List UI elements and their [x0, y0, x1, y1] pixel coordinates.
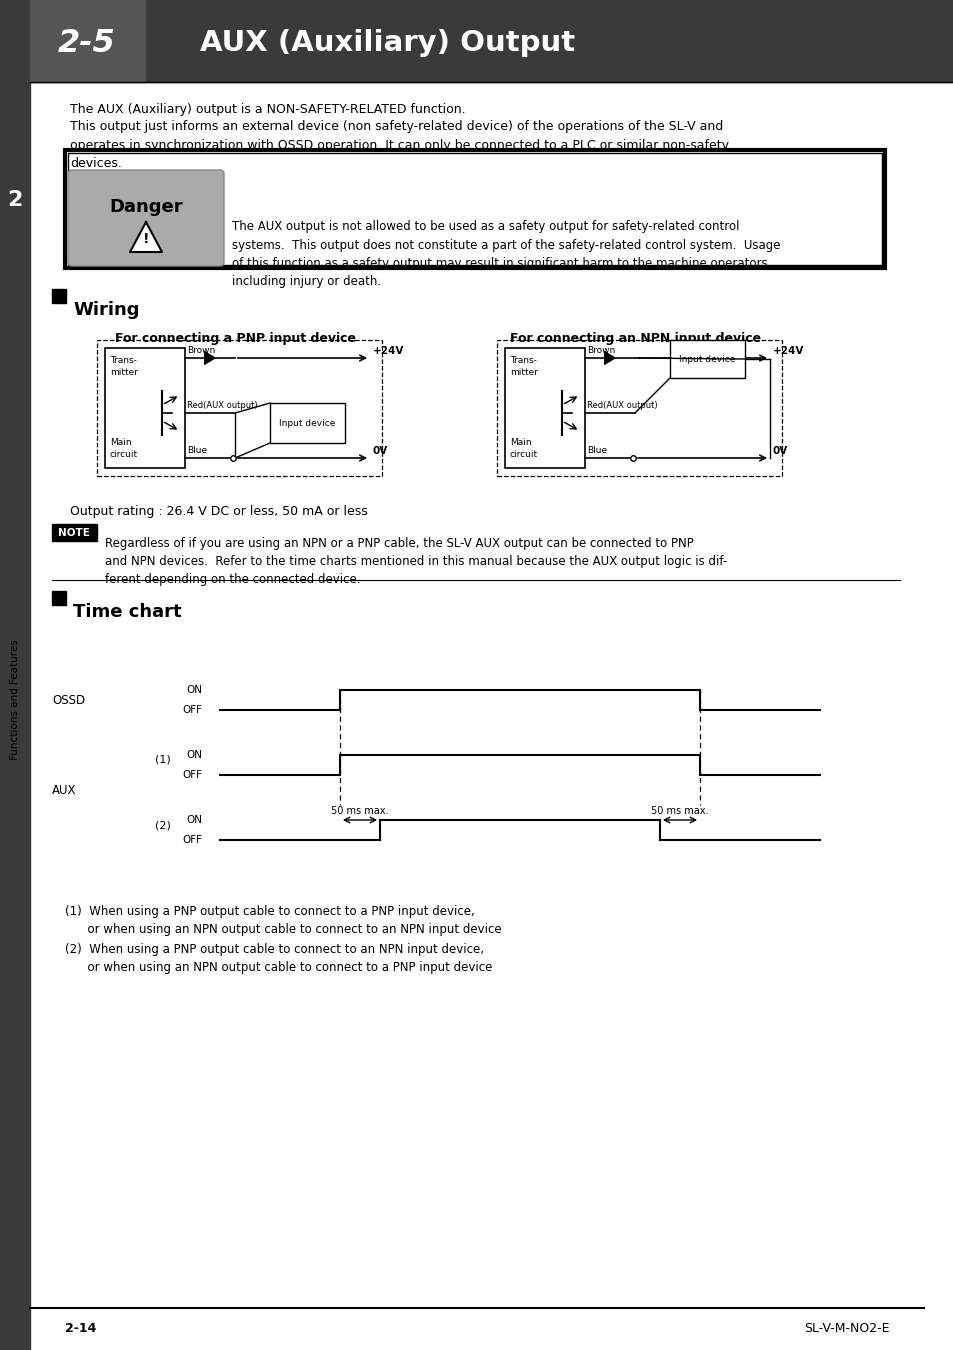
Text: OFF: OFF — [182, 705, 202, 716]
Text: Trans-: Trans- — [510, 356, 537, 365]
Text: Regardless of if you are using an NPN or a PNP cable, the SL-V AUX output can be: Regardless of if you are using an NPN or… — [105, 537, 726, 586]
FancyBboxPatch shape — [68, 170, 224, 266]
Text: Red(AUX output): Red(AUX output) — [187, 401, 257, 410]
Text: 50 ms max.: 50 ms max. — [331, 806, 388, 815]
Text: OSSD: OSSD — [52, 694, 85, 706]
Text: 2-14: 2-14 — [65, 1322, 96, 1335]
Text: or when using an NPN output cable to connect to an NPN input device: or when using an NPN output cable to con… — [65, 923, 501, 936]
Bar — [0, 0, 30, 1350]
Text: 0V: 0V — [373, 446, 388, 456]
Text: ON: ON — [186, 815, 202, 825]
Bar — [52, 591, 66, 605]
Text: 2-5: 2-5 — [58, 27, 115, 58]
Text: SL-V-M-NO2-E: SL-V-M-NO2-E — [803, 1322, 889, 1335]
Polygon shape — [604, 352, 615, 365]
Bar — [52, 524, 97, 541]
Text: 2: 2 — [8, 190, 23, 211]
Text: (1): (1) — [154, 755, 171, 765]
Text: Trans-: Trans- — [110, 356, 136, 365]
Text: Brown: Brown — [187, 346, 215, 355]
Bar — [497, 340, 781, 477]
Bar — [97, 340, 381, 477]
Text: Blue: Blue — [586, 446, 606, 455]
Text: (1)  When using a PNP output cable to connect to a PNP input device,: (1) When using a PNP output cable to con… — [65, 904, 475, 918]
Text: Danger: Danger — [109, 198, 183, 216]
Bar — [105, 348, 185, 468]
Text: OFF: OFF — [182, 836, 202, 845]
Text: Input device: Input device — [279, 418, 335, 428]
Text: 50 ms max.: 50 ms max. — [651, 806, 708, 815]
Text: The AUX (Auxiliary) output is a NON-SAFETY-RELATED function.: The AUX (Auxiliary) output is a NON-SAFE… — [70, 103, 465, 116]
Text: Input device: Input device — [679, 355, 735, 363]
Bar — [52, 289, 66, 302]
Text: ON: ON — [186, 684, 202, 695]
Bar — [65, 150, 884, 269]
Text: Main: Main — [110, 437, 132, 447]
Text: (2)  When using a PNP output cable to connect to an NPN input device,: (2) When using a PNP output cable to con… — [65, 944, 483, 956]
Text: For connecting an NPN input device: For connecting an NPN input device — [510, 332, 760, 346]
Text: NOTE: NOTE — [58, 528, 90, 539]
Text: +24V: +24V — [373, 346, 404, 356]
Text: AUX (Auxiliary) Output: AUX (Auxiliary) Output — [200, 28, 575, 57]
Text: mitter: mitter — [510, 369, 537, 377]
Text: Wiring: Wiring — [73, 301, 139, 319]
Polygon shape — [205, 352, 214, 365]
Text: For connecting a PNP input device: For connecting a PNP input device — [115, 332, 355, 346]
Text: Functions and Features: Functions and Features — [10, 640, 20, 760]
Text: ON: ON — [186, 751, 202, 760]
Polygon shape — [130, 221, 162, 252]
Text: 0V: 0V — [772, 446, 787, 456]
Text: Time chart: Time chart — [73, 603, 181, 621]
Text: This output just informs an external device (non safety-related device) of the o: This output just informs an external dev… — [70, 120, 728, 170]
Bar — [504, 348, 584, 468]
Bar — [68, 153, 882, 265]
Text: OFF: OFF — [182, 769, 202, 780]
Text: mitter: mitter — [110, 369, 138, 377]
Text: !: ! — [143, 232, 149, 246]
Text: Red(AUX output): Red(AUX output) — [586, 401, 657, 410]
Bar — [669, 340, 744, 378]
Bar — [30, 0, 953, 82]
Text: circuit: circuit — [510, 450, 537, 459]
Bar — [30, 0, 145, 82]
Text: or when using an NPN output cable to connect to a PNP input device: or when using an NPN output cable to con… — [65, 961, 492, 973]
Text: Output rating : 26.4 V DC or less, 50 mA or less: Output rating : 26.4 V DC or less, 50 mA… — [70, 505, 367, 518]
Text: (2): (2) — [154, 819, 171, 830]
Text: The AUX output is not allowed to be used as a safety output for safety-related c: The AUX output is not allowed to be used… — [232, 220, 780, 289]
Bar — [270, 404, 345, 443]
Text: Brown: Brown — [586, 346, 615, 355]
Text: AUX: AUX — [52, 783, 76, 796]
Text: circuit: circuit — [110, 450, 138, 459]
Text: Blue: Blue — [187, 446, 207, 455]
Text: +24V: +24V — [772, 346, 803, 356]
Text: Main: Main — [510, 437, 531, 447]
